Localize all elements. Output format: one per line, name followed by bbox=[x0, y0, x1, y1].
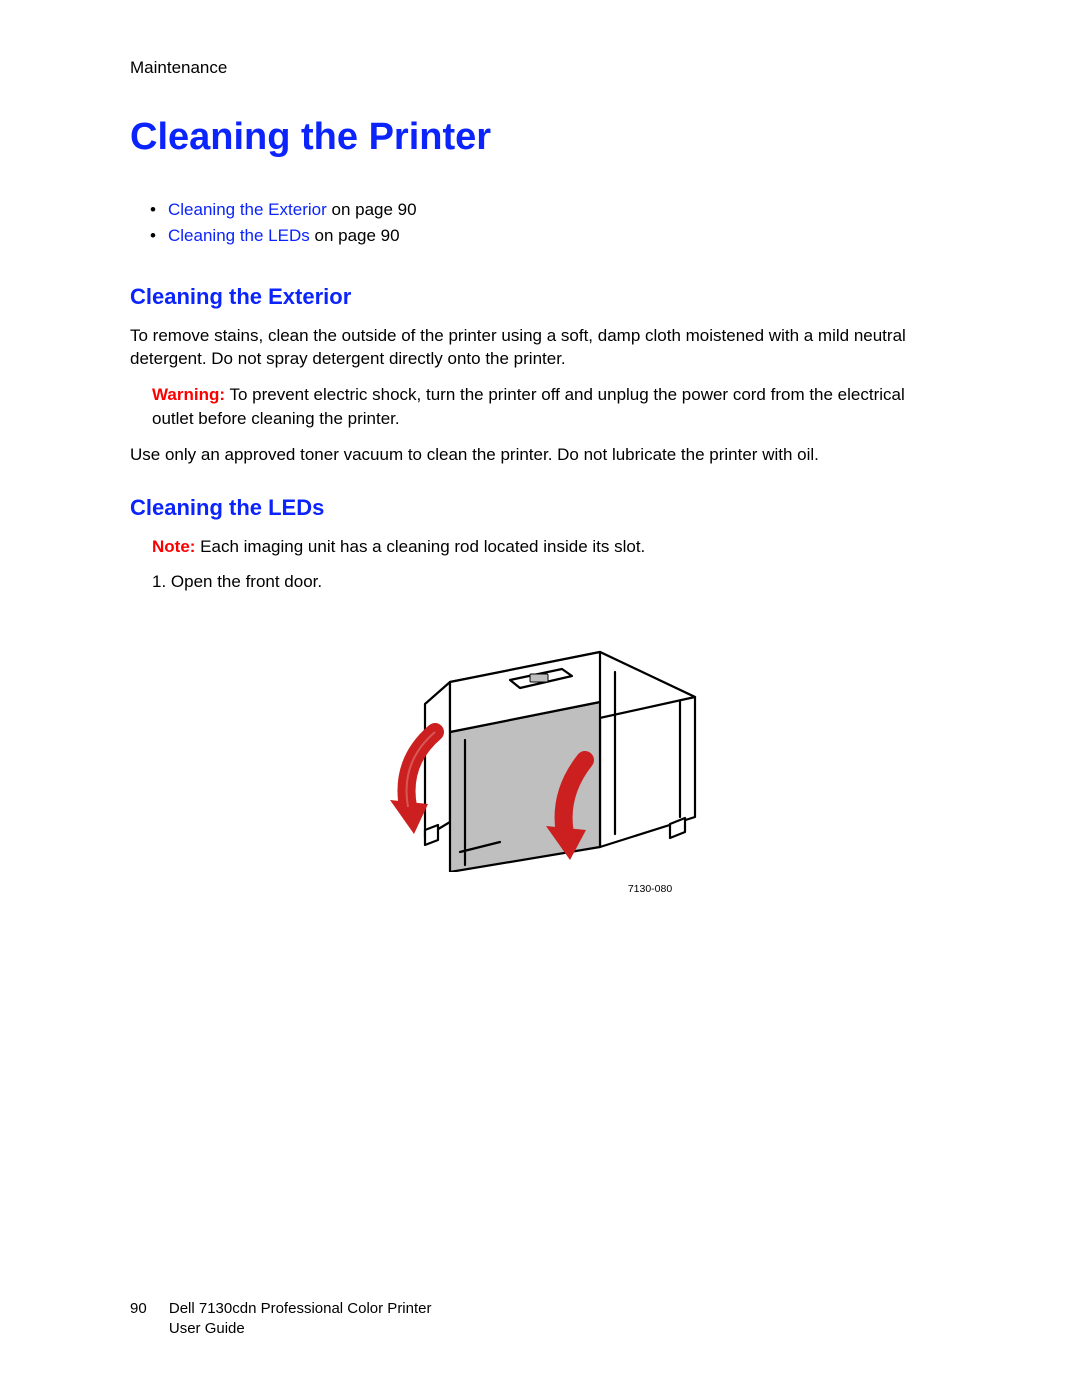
toc-list: Cleaning the Exterior on page 90 Cleanin… bbox=[130, 197, 950, 250]
figure-caption: 7130-080 bbox=[350, 883, 950, 895]
step-1: 1. Open the front door. bbox=[130, 570, 950, 594]
toc-link-exterior[interactable]: Cleaning the Exterior bbox=[168, 200, 327, 219]
exterior-para1: To remove stains, clean the outside of t… bbox=[130, 324, 950, 372]
exterior-para2: Use only an approved toner vacuum to cle… bbox=[130, 443, 950, 467]
heading-exterior: Cleaning the Exterior bbox=[130, 284, 950, 310]
warning-text: To prevent electric shock, turn the prin… bbox=[152, 385, 905, 428]
note-block: Note: Each imaging unit has a cleaning r… bbox=[130, 535, 950, 559]
footer-line1: Dell 7130cdn Professional Color Printer bbox=[169, 1300, 432, 1317]
footer-line2: User Guide bbox=[169, 1320, 245, 1337]
running-header: Maintenance bbox=[130, 58, 950, 78]
toc-suffix: on page 90 bbox=[310, 226, 400, 245]
page-footer: 90 Dell 7130cdn Professional Color Print… bbox=[130, 1299, 432, 1340]
warning-block: Warning: To prevent electric shock, turn… bbox=[130, 383, 950, 431]
footer-page-number: 90 bbox=[130, 1299, 147, 1319]
heading-leds: Cleaning the LEDs bbox=[130, 495, 950, 521]
warning-label: Warning: bbox=[152, 385, 225, 404]
toc-item: Cleaning the LEDs on page 90 bbox=[150, 223, 950, 249]
toc-item: Cleaning the Exterior on page 90 bbox=[150, 197, 950, 223]
note-label: Note: bbox=[152, 537, 195, 556]
page-title: Cleaning the Printer bbox=[130, 116, 950, 159]
note-text: Each imaging unit has a cleaning rod loc… bbox=[195, 537, 645, 556]
printer-illustration-icon bbox=[330, 612, 750, 872]
figure-printer: 7130-080 bbox=[130, 612, 950, 895]
toc-suffix: on page 90 bbox=[327, 200, 417, 219]
toc-link-leds[interactable]: Cleaning the LEDs bbox=[168, 226, 310, 245]
